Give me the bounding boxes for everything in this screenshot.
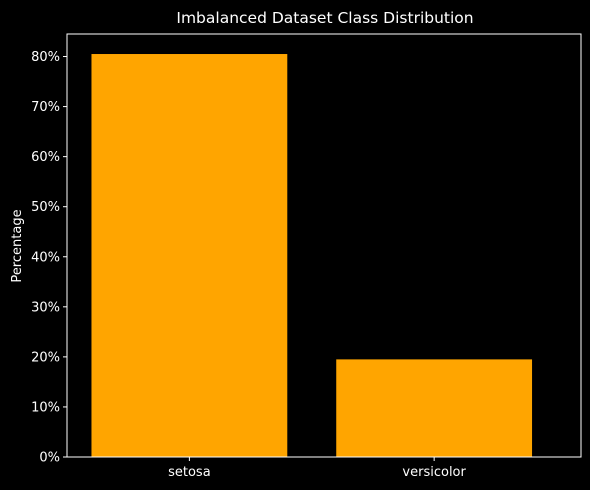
ticks-layer: 0% 10% 20% 30% 40% 50% 60% 70% 80% setosa versicol… xyxy=(31,50,466,480)
y-tick-label: 20% xyxy=(31,350,60,365)
y-tick-label: 70% xyxy=(31,100,60,115)
bar-versicolor xyxy=(336,359,533,457)
x-tick-label: setosa xyxy=(168,465,211,480)
y-tick-label: 10% xyxy=(31,400,60,415)
y-tick-label: 50% xyxy=(31,200,60,215)
plot-frame xyxy=(66,33,582,458)
x-tick-label: versicolor xyxy=(402,465,466,480)
y-tick-label: 60% xyxy=(31,150,60,165)
y-tick-label: 30% xyxy=(31,300,60,315)
bars-layer xyxy=(91,54,533,457)
bar-setosa xyxy=(91,54,288,457)
chart-title: Imbalanced Dataset Class Distribution xyxy=(176,9,473,27)
y-tick-label: 40% xyxy=(31,250,60,265)
y-tick-label: 80% xyxy=(31,50,60,65)
y-tick-label: 0% xyxy=(39,451,60,466)
y-axis-label: Percentage xyxy=(10,209,25,282)
